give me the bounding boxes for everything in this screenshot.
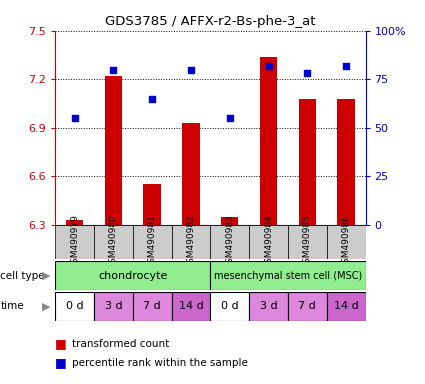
FancyBboxPatch shape <box>55 292 94 321</box>
Text: GSM490983: GSM490983 <box>225 215 234 269</box>
Bar <box>105 76 122 225</box>
Text: time: time <box>0 301 24 311</box>
Bar <box>182 123 200 225</box>
Bar <box>221 217 238 225</box>
Bar <box>66 220 83 225</box>
Point <box>110 66 117 73</box>
FancyBboxPatch shape <box>133 292 172 321</box>
Point <box>227 115 233 121</box>
Text: GSM490982: GSM490982 <box>187 215 196 269</box>
Text: 14 d: 14 d <box>178 301 203 311</box>
FancyBboxPatch shape <box>249 292 288 321</box>
Bar <box>260 56 277 225</box>
Text: GSM490981: GSM490981 <box>148 215 157 269</box>
Text: mesenchymal stem cell (MSC): mesenchymal stem cell (MSC) <box>214 270 362 281</box>
Text: ▶: ▶ <box>42 271 50 281</box>
Text: 3 d: 3 d <box>260 301 278 311</box>
Point <box>265 63 272 69</box>
FancyBboxPatch shape <box>210 292 249 321</box>
Text: GSM490984: GSM490984 <box>264 215 273 269</box>
Text: 3 d: 3 d <box>105 301 122 311</box>
FancyBboxPatch shape <box>172 292 210 321</box>
Point <box>71 115 78 121</box>
Text: 0 d: 0 d <box>221 301 238 311</box>
Text: percentile rank within the sample: percentile rank within the sample <box>72 358 248 368</box>
Text: ▶: ▶ <box>42 301 50 311</box>
FancyBboxPatch shape <box>288 292 327 321</box>
Text: ■: ■ <box>55 356 67 369</box>
Text: GSM490980: GSM490980 <box>109 215 118 269</box>
Point <box>343 63 349 69</box>
FancyBboxPatch shape <box>55 225 94 259</box>
Point <box>187 66 194 73</box>
Bar <box>337 99 355 225</box>
FancyBboxPatch shape <box>133 225 172 259</box>
FancyBboxPatch shape <box>249 225 288 259</box>
FancyBboxPatch shape <box>210 225 249 259</box>
Title: GDS3785 / AFFX-r2-Bs-phe-3_at: GDS3785 / AFFX-r2-Bs-phe-3_at <box>105 15 316 28</box>
Bar <box>299 99 316 225</box>
Text: 7 d: 7 d <box>143 301 161 311</box>
FancyBboxPatch shape <box>172 225 210 259</box>
FancyBboxPatch shape <box>55 261 210 290</box>
Bar <box>144 184 161 225</box>
FancyBboxPatch shape <box>327 292 366 321</box>
Text: GSM490986: GSM490986 <box>342 215 351 269</box>
Text: 7 d: 7 d <box>298 301 316 311</box>
Point <box>149 96 156 102</box>
FancyBboxPatch shape <box>94 225 133 259</box>
Text: 14 d: 14 d <box>334 301 358 311</box>
FancyBboxPatch shape <box>327 225 366 259</box>
Text: GSM490985: GSM490985 <box>303 215 312 269</box>
Point <box>304 70 311 76</box>
Text: cell type: cell type <box>0 271 45 281</box>
Text: transformed count: transformed count <box>72 339 170 349</box>
FancyBboxPatch shape <box>288 225 327 259</box>
Text: GSM490979: GSM490979 <box>70 215 79 269</box>
Text: chondrocyte: chondrocyte <box>98 270 167 281</box>
FancyBboxPatch shape <box>94 292 133 321</box>
FancyBboxPatch shape <box>210 261 366 290</box>
Text: 0 d: 0 d <box>66 301 83 311</box>
Text: ■: ■ <box>55 337 67 350</box>
